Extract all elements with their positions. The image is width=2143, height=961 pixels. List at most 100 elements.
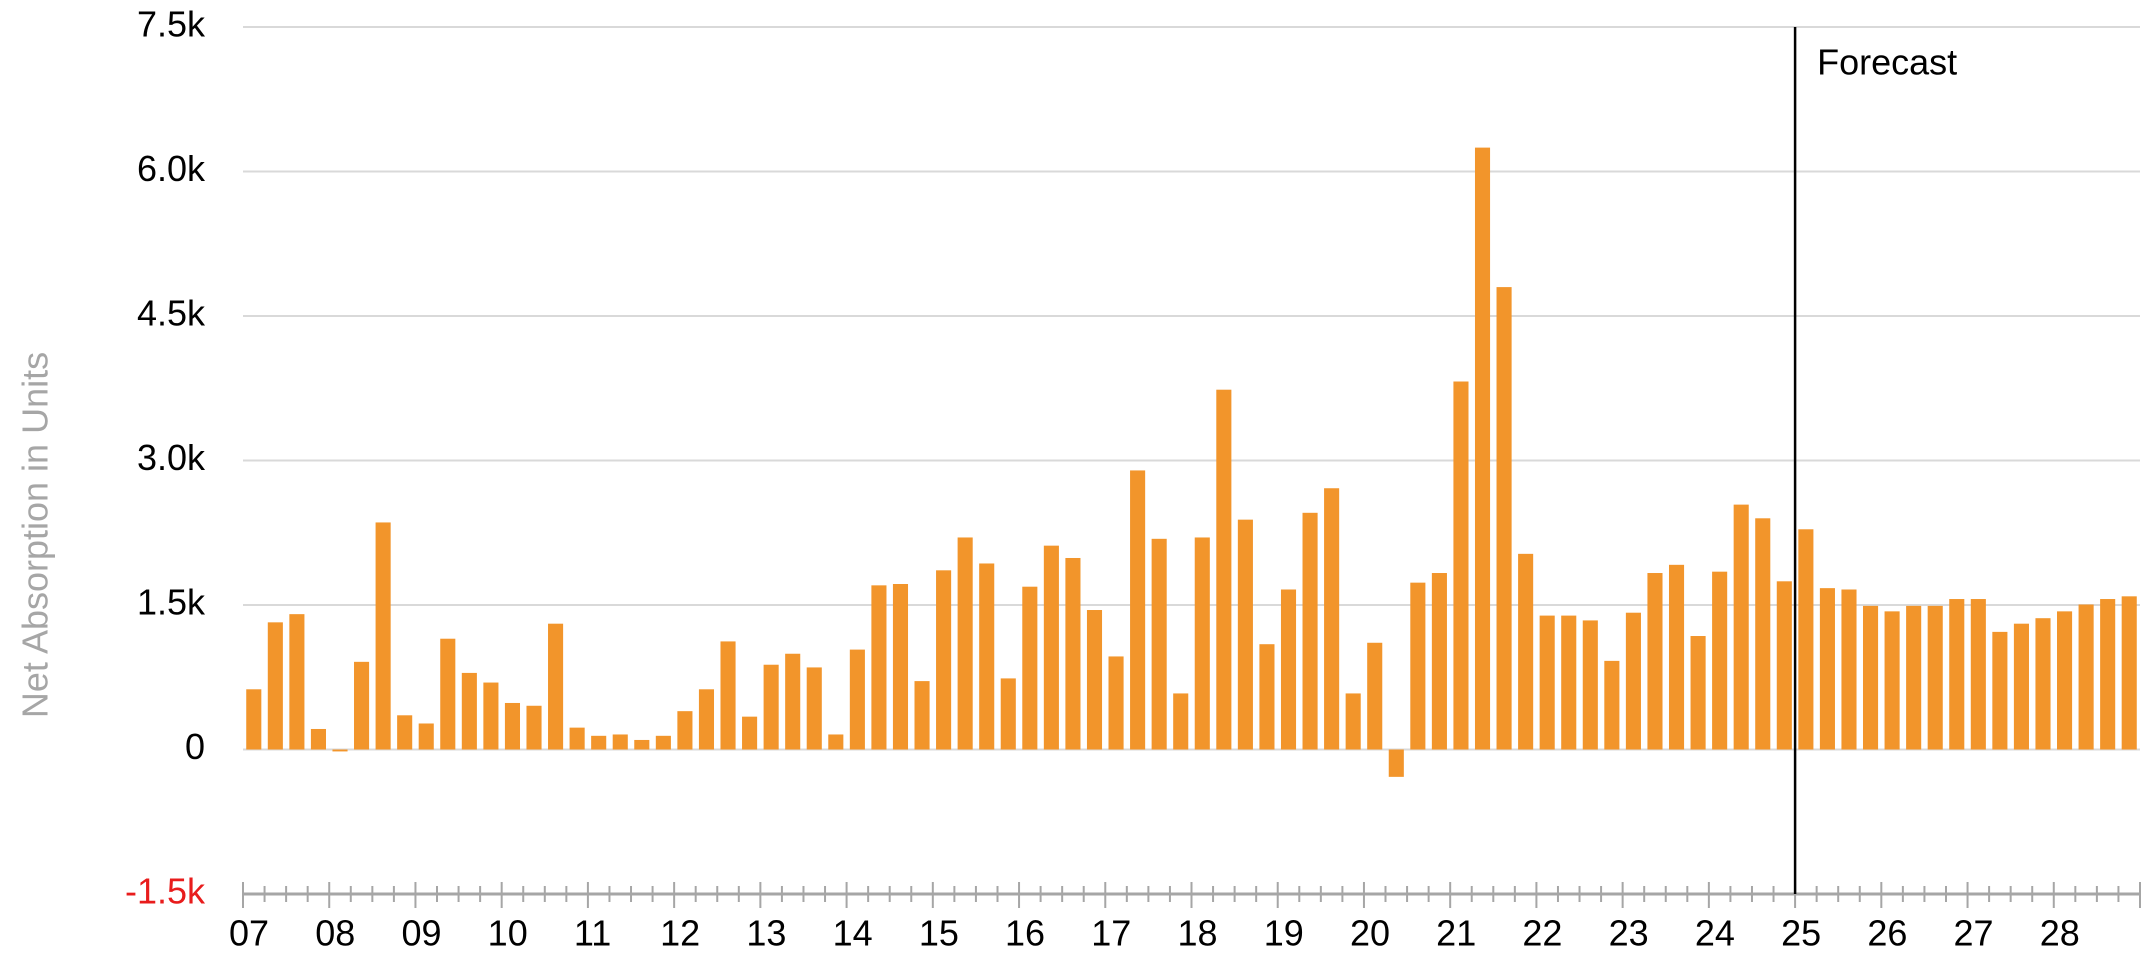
bar (1927, 605, 1943, 750)
bar (354, 661, 370, 750)
bar (1453, 381, 1469, 750)
y-axis-label: Net Absorption in Units (15, 352, 56, 718)
x-tick-label: 09 (401, 913, 441, 954)
bar (698, 689, 715, 750)
bar (914, 681, 930, 750)
bar (1431, 573, 1447, 750)
bar (1130, 470, 1146, 750)
bar (310, 728, 326, 750)
bar (1992, 631, 2008, 750)
x-tick-label: 19 (1264, 913, 1304, 954)
x-tick-label: 12 (660, 913, 700, 954)
bar (1906, 605, 1922, 750)
bar (1194, 537, 1210, 750)
bar (375, 522, 391, 750)
bar (1280, 589, 1297, 750)
x-tick-label: 27 (1954, 913, 1994, 954)
bar (1949, 599, 1965, 750)
y-tick-label: 4.5k (137, 293, 206, 334)
bar (936, 570, 952, 750)
bar (569, 727, 585, 750)
bar (504, 702, 521, 750)
bar (1604, 660, 1620, 750)
x-tick-label: 23 (1609, 913, 1649, 954)
bar (1410, 582, 1426, 750)
x-tick-label: 25 (1781, 913, 1821, 954)
bar (1647, 573, 1663, 750)
x-tick-label: 15 (919, 913, 959, 954)
bar (289, 614, 305, 750)
bar (1259, 644, 1275, 750)
bar (1668, 564, 1685, 750)
x-tick-label: 17 (1091, 913, 1131, 954)
x-tick-label: 20 (1350, 913, 1390, 954)
bar (267, 622, 283, 750)
bar (1712, 571, 1728, 750)
bar (1970, 599, 1986, 750)
bar (461, 672, 477, 750)
x-tick-label: 11 (574, 913, 611, 954)
bar (979, 563, 995, 750)
bar (1065, 557, 1081, 750)
bar (246, 689, 262, 750)
bar (1733, 504, 1749, 750)
x-tick-label: 18 (1178, 913, 1218, 954)
bar (1173, 693, 1189, 750)
bar (1884, 611, 1900, 750)
bar (612, 734, 628, 750)
bar (1043, 545, 1059, 750)
x-tick-label: 13 (746, 913, 786, 954)
bar (1690, 636, 1706, 750)
bar (892, 583, 909, 750)
bar (2121, 596, 2137, 750)
bar (1625, 612, 1641, 750)
bar (1108, 656, 1124, 750)
bar (397, 715, 413, 750)
annotation: Forecast (1817, 42, 1957, 83)
bar (1324, 488, 1340, 750)
bar (634, 739, 650, 750)
x-tick-label: 10 (488, 913, 528, 954)
bar (1862, 605, 1879, 750)
bar (1496, 287, 1512, 750)
bar (483, 682, 499, 750)
y-tick-label: 7.5k (137, 4, 206, 45)
bar (1819, 588, 1835, 750)
bar (1841, 589, 1857, 750)
bar (957, 537, 973, 750)
y-tick-label: 1.5k (137, 582, 206, 623)
bar (1367, 642, 1383, 750)
bar (1151, 538, 1167, 750)
bar (1561, 615, 1577, 750)
bar (828, 734, 844, 750)
bar (1518, 553, 1534, 750)
bar (2057, 611, 2073, 750)
x-tick-label: 14 (833, 913, 873, 954)
bar (1086, 610, 1103, 750)
x-tick-label: 28 (2040, 913, 2080, 954)
x-tick-label: 22 (1522, 913, 1562, 954)
bar (548, 623, 564, 750)
y-tick-label: -1.5k (125, 871, 206, 912)
y-tick-label: 6.0k (137, 148, 206, 189)
bar (526, 705, 542, 750)
bar (1798, 529, 1814, 750)
bar (1237, 519, 1253, 750)
bar (2035, 618, 2051, 750)
bar (440, 638, 456, 750)
x-tick-label: 08 (315, 913, 355, 954)
bar (332, 749, 348, 752)
bar (591, 735, 607, 750)
bar (785, 653, 801, 750)
x-tick-label: 16 (1005, 913, 1045, 954)
bar (806, 667, 822, 750)
bar (1388, 749, 1404, 777)
bar (1539, 615, 1555, 750)
bar (1755, 518, 1771, 750)
bar (1345, 693, 1361, 750)
bar (2078, 604, 2094, 750)
bar (742, 716, 758, 750)
bar (1000, 678, 1016, 750)
bar (1582, 620, 1598, 750)
bar (720, 641, 736, 750)
